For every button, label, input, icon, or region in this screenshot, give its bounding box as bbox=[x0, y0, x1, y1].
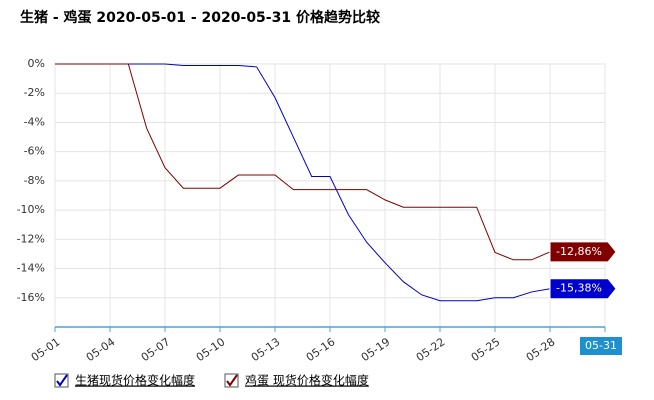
x-highlight-box bbox=[580, 337, 622, 355]
legend-check bbox=[56, 374, 68, 387]
value-label: -15,38% bbox=[556, 282, 602, 295]
value-label: -12,86% bbox=[556, 245, 602, 258]
value-label-box bbox=[549, 278, 617, 300]
series-line bbox=[55, 63, 551, 302]
y-tick-label: -12% bbox=[17, 232, 45, 245]
legend-label[interactable]: 生猪现货价格变化幅度 bbox=[75, 373, 195, 388]
value-label-box bbox=[549, 241, 617, 263]
series-line bbox=[55, 63, 551, 261]
x-tick-label: 05-10 bbox=[194, 335, 228, 364]
y-tick-label: -14% bbox=[17, 262, 45, 275]
x-tick-label: 05-13 bbox=[249, 335, 283, 364]
y-tick-label: 0% bbox=[28, 57, 45, 70]
x-tick-label: 05-16 bbox=[304, 335, 338, 364]
y-tick-label: -2% bbox=[24, 86, 45, 99]
y-tick-label: -16% bbox=[17, 291, 45, 304]
y-tick-label: -8% bbox=[24, 174, 45, 187]
x-tick-label: 05-31 bbox=[585, 339, 617, 352]
x-tick-label: 05-22 bbox=[414, 335, 448, 364]
x-tick-label: 05-01 bbox=[29, 335, 63, 364]
x-tick-label: 05-25 bbox=[469, 335, 503, 364]
y-tick-label: -6% bbox=[24, 145, 45, 158]
x-tick-label: 05-04 bbox=[84, 335, 118, 364]
x-tick-label: 05-07 bbox=[139, 335, 173, 364]
legend-check bbox=[226, 374, 238, 387]
y-tick-label: -10% bbox=[17, 203, 45, 216]
legend-label[interactable]: 鸡蛋 现货价格变化幅度 bbox=[245, 373, 369, 388]
x-tick-label: 05-28 bbox=[524, 335, 558, 364]
x-tick-label: 05-19 bbox=[359, 335, 393, 364]
chart-title: 生猪 - 鸡蛋 2020-05-01 - 2020-05-31 价格趋势比较 bbox=[20, 9, 380, 26]
y-tick-label: -4% bbox=[24, 115, 45, 128]
